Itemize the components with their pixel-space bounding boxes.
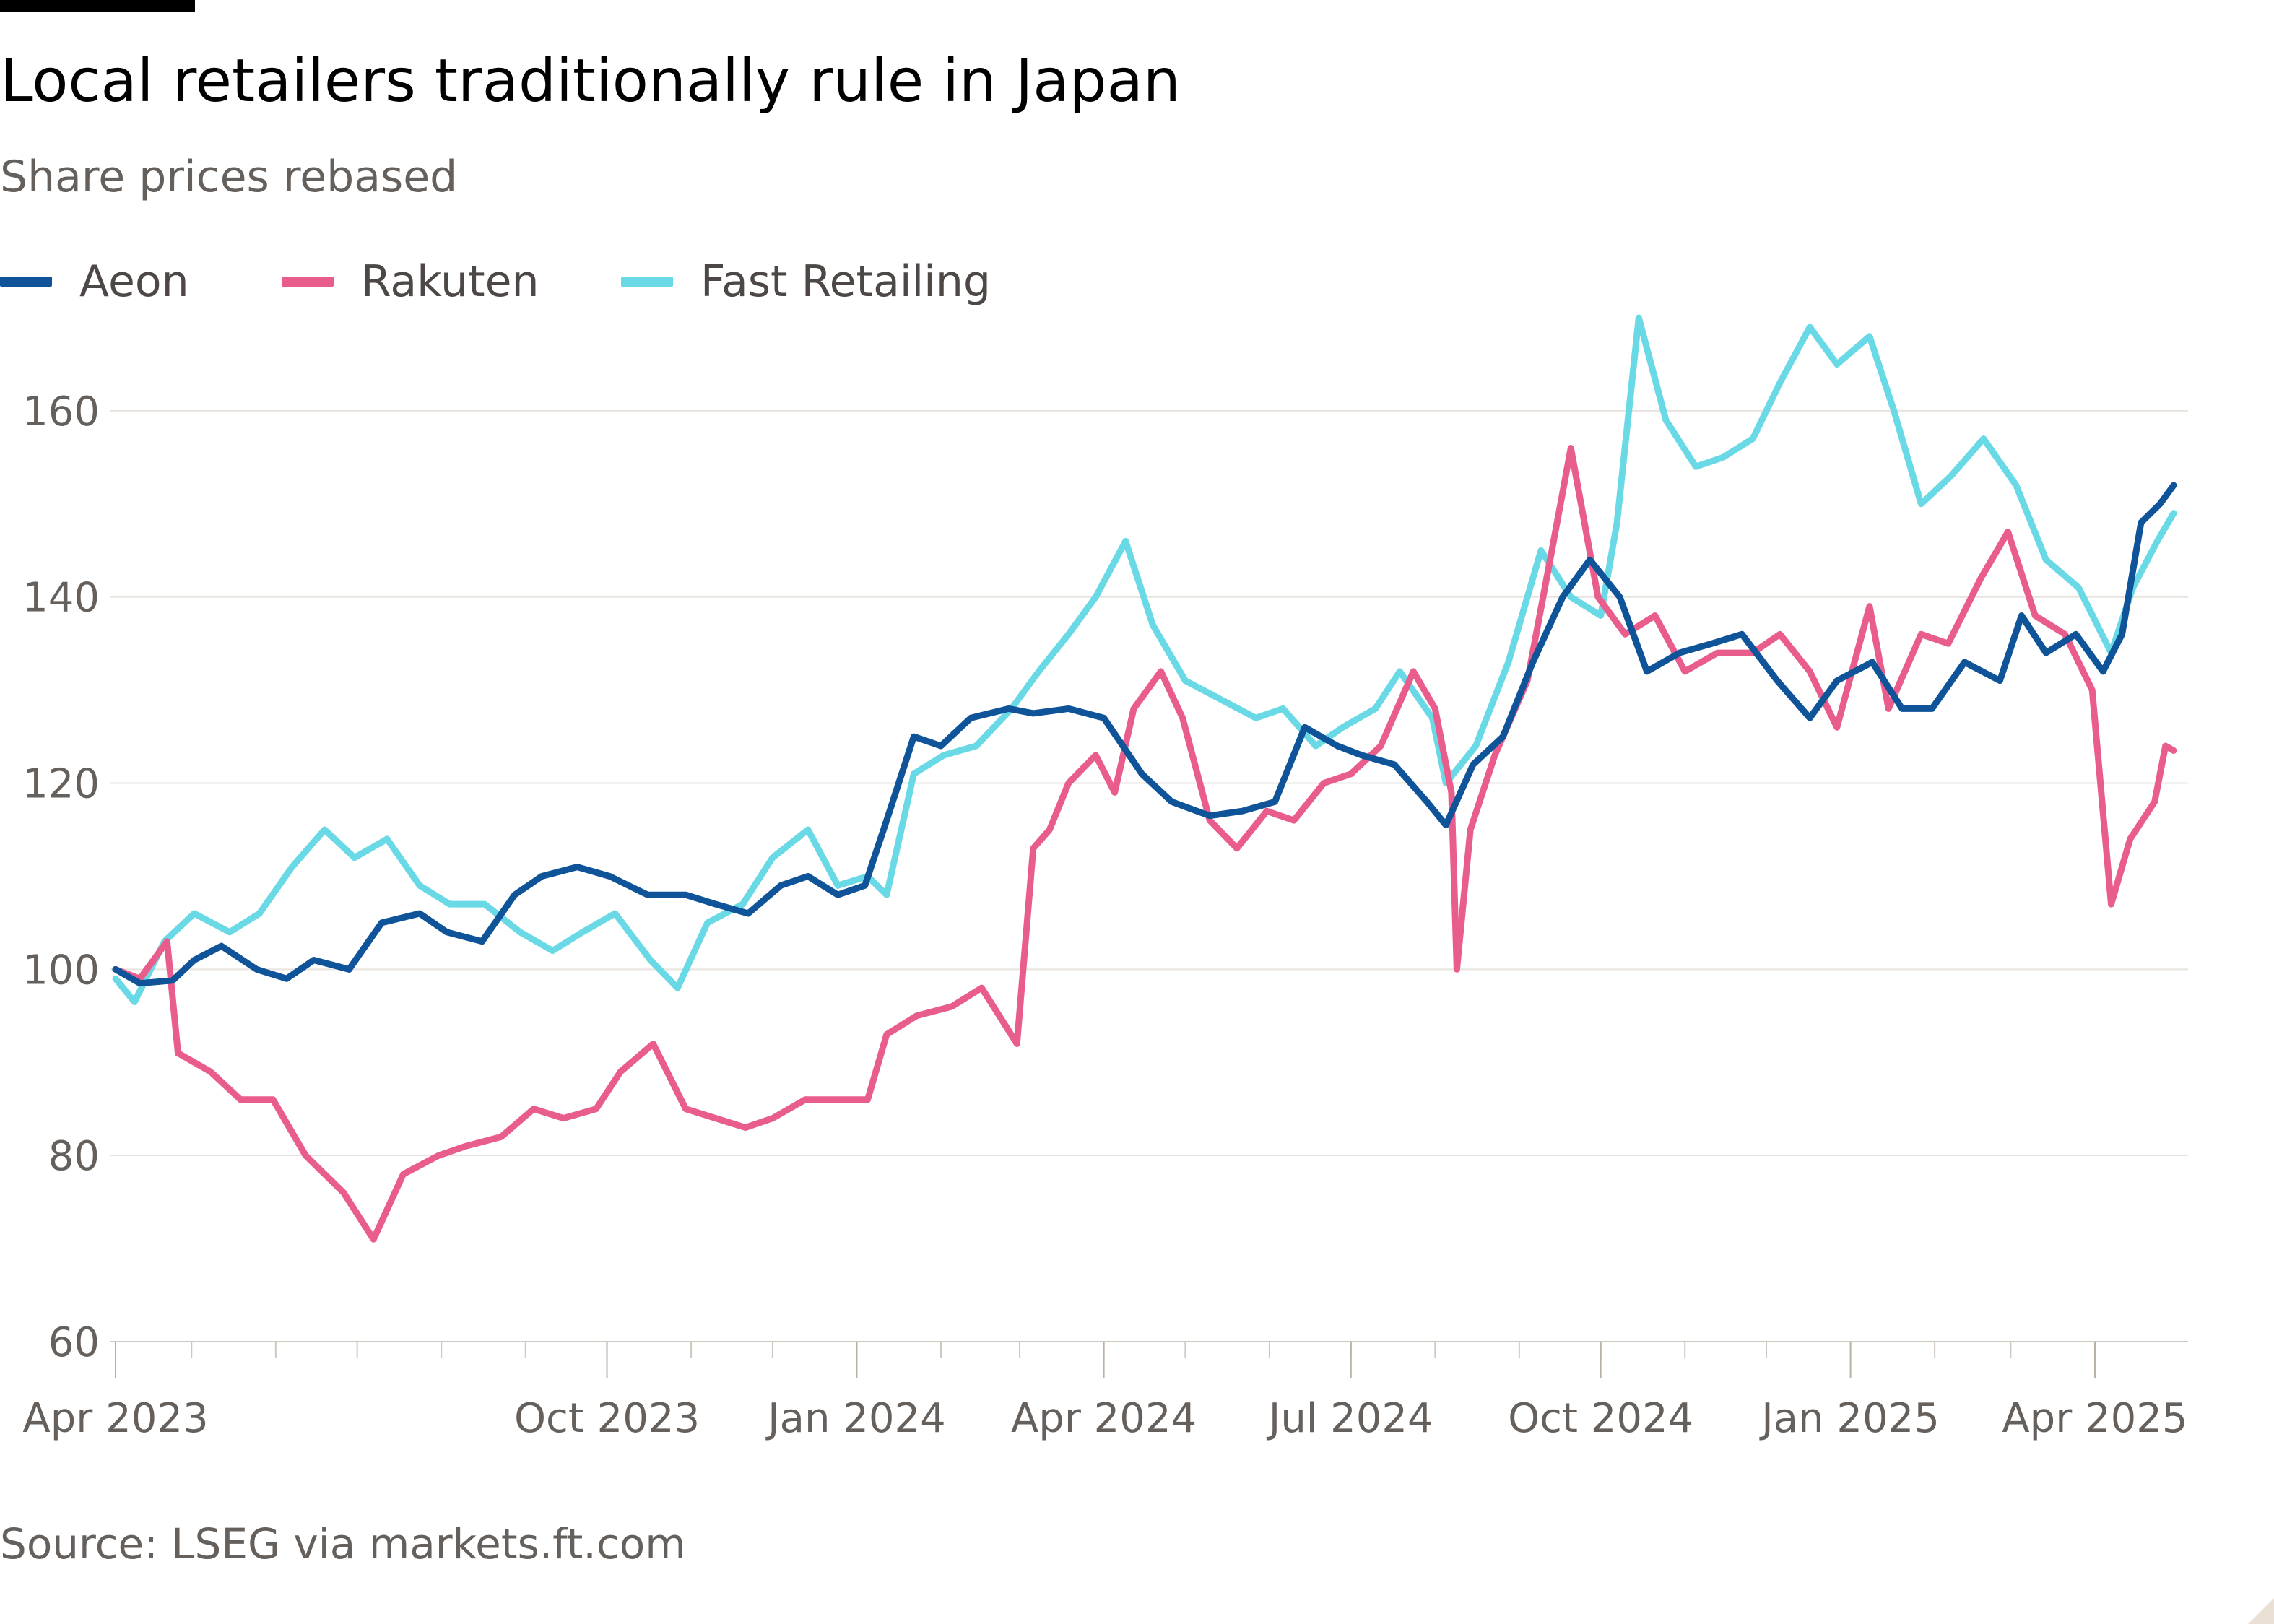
y-tick-label: 60 [48,1319,100,1366]
source-note: Source: LSEG via markets.ft.com [0,1519,686,1568]
corner-mark [2248,1598,2274,1624]
axis-layer: 60 80 100 120 140 160 Apr 2023 Oct 2023 Jan 2024… [22,388,2187,1442]
x-tick-label: Apr 2024 [1011,1395,1197,1442]
x-tick-label: Apr 2025 [2002,1395,2187,1442]
x-tick-label: Jul 2024 [1267,1395,1433,1442]
legend-swatch-fast-retailing [621,277,673,287]
legend-label-rakuten: Rakuten [361,256,539,307]
x-tick-label: Oct 2023 [514,1395,700,1442]
series-line-aeon [112,482,2177,987]
chart-title: Local retailers traditionally rule in Ja… [0,47,1181,116]
brand-bar [0,0,195,12]
x-tick-label: Oct 2024 [1508,1395,1693,1442]
y-tick-label: 120 [22,761,100,808]
x-tick-label: Apr 2023 [22,1395,208,1442]
x-tick-label: Jan 2024 [765,1395,946,1442]
series-layer [112,314,2177,1243]
legend-label-fast-retailing: Fast Retailing [700,256,991,307]
legend-swatch-aeon [0,277,52,287]
series-line-rakuten [112,445,2177,1243]
x-tick-label: Jan 2025 [1759,1395,1940,1442]
y-tick-label: 140 [22,575,100,622]
legend-label-aeon: Aeon [79,256,189,307]
grid-layer [110,409,2188,1342]
y-tick-label: 80 [48,1133,100,1180]
y-tick-label: 100 [22,947,100,994]
chart-subtitle: Share prices rebased [0,152,458,202]
y-tick-label: 160 [22,388,100,435]
legend-swatch-rakuten [282,277,334,287]
series-line-fast-retailing [112,314,2177,1005]
